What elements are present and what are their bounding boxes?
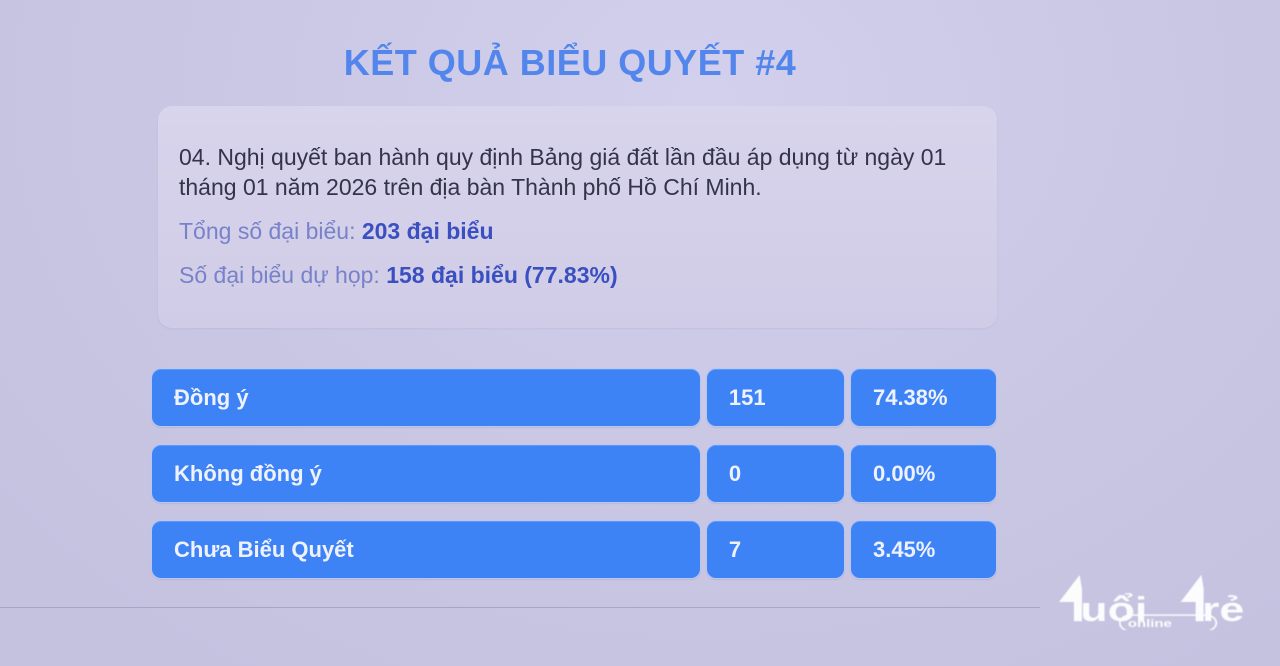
svg-text:rẻ: rẻ <box>1202 591 1244 629</box>
svg-text:online: online <box>1128 617 1172 630</box>
